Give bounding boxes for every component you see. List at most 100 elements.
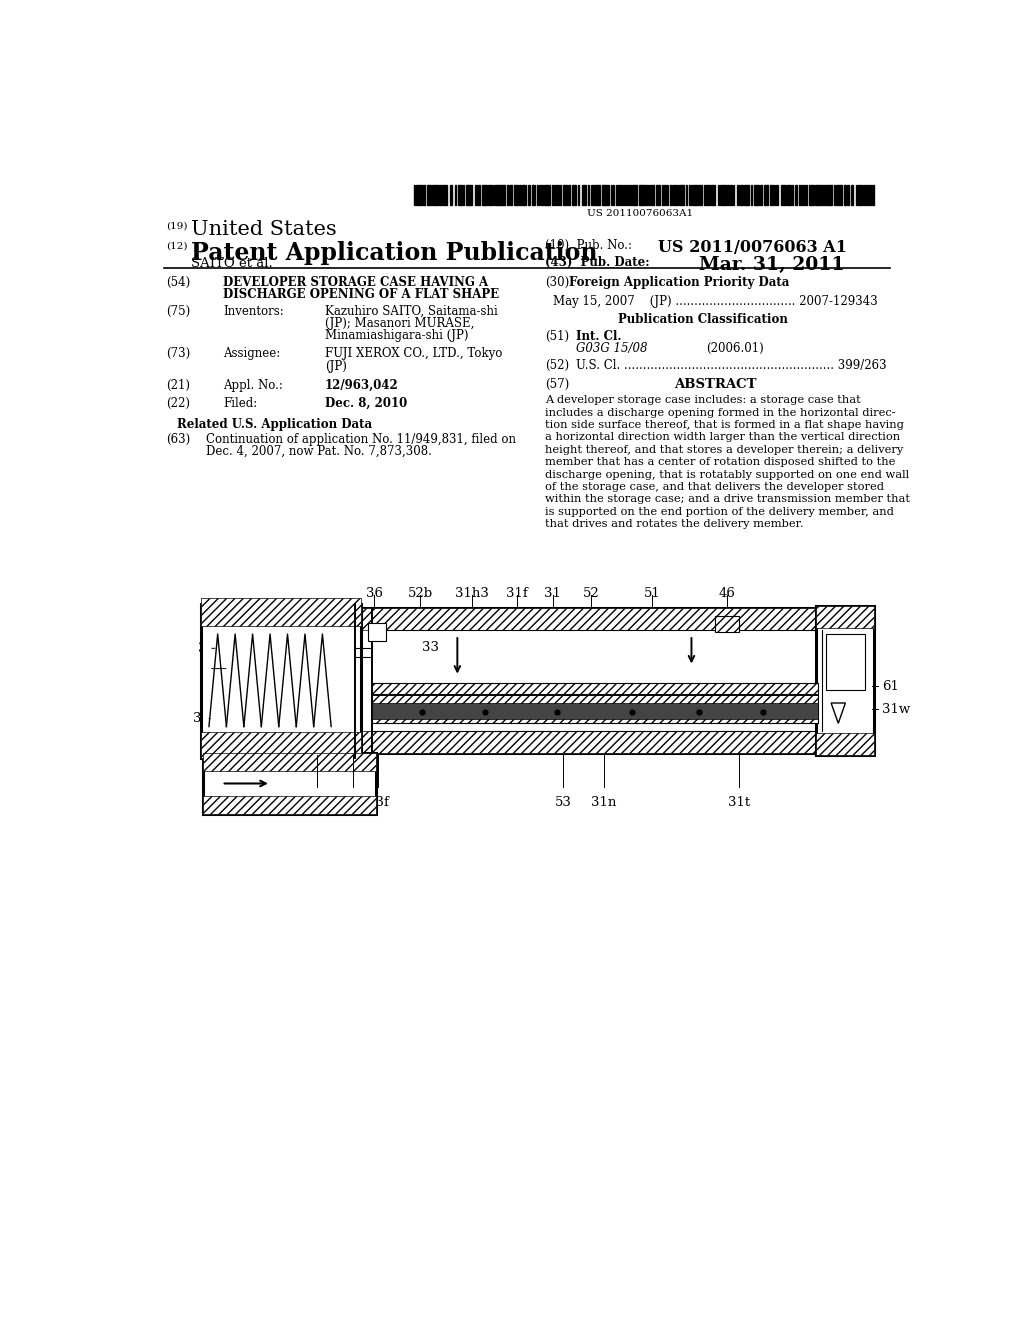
Bar — [204, 796, 377, 814]
Text: SAITO et al.: SAITO et al. — [191, 257, 273, 271]
Text: Minamiashigara-shi (JP): Minamiashigara-shi (JP) — [325, 329, 468, 342]
Text: (22): (22) — [166, 397, 190, 411]
Bar — [773, 185, 774, 205]
Text: 31w: 31w — [882, 704, 910, 717]
Bar — [740, 185, 742, 205]
Bar — [761, 185, 762, 205]
Text: (75): (75) — [166, 305, 190, 318]
Bar — [582, 185, 586, 205]
Text: (JP); Masanori MURASE,: (JP); Masanori MURASE, — [325, 317, 474, 330]
Text: a horizontal direction width larger than the vertical direction: a horizontal direction width larger than… — [545, 433, 900, 442]
Bar — [542, 185, 543, 205]
Text: 31h3: 31h3 — [455, 587, 488, 601]
Text: Patent Application Publication: Patent Application Publication — [191, 240, 598, 265]
Bar — [627, 185, 629, 205]
Bar — [223, 607, 870, 752]
Text: 36: 36 — [366, 587, 383, 601]
Bar — [597, 185, 600, 205]
Bar — [718, 185, 719, 205]
Bar — [727, 185, 729, 205]
Bar — [373, 682, 818, 723]
Text: 31n: 31n — [592, 796, 616, 809]
Bar — [787, 185, 792, 205]
Bar — [514, 185, 518, 205]
Bar — [835, 185, 836, 205]
Bar — [721, 185, 726, 205]
Text: US 2011/0076063 A1: US 2011/0076063 A1 — [658, 239, 847, 256]
Text: (54): (54) — [166, 276, 190, 289]
Bar — [507, 185, 509, 205]
Bar — [705, 185, 710, 205]
Text: of the storage case, and that delivers the developer stored: of the storage case, and that delivers t… — [545, 482, 884, 492]
Text: discharge opening, that is rotatably supported on one end wall: discharge opening, that is rotatably sup… — [545, 470, 908, 479]
Bar — [802, 185, 804, 205]
Text: May 15, 2007    (JP) ................................ 2007-129343: May 15, 2007 (JP) ......................… — [553, 294, 878, 308]
Bar — [775, 185, 776, 205]
Bar — [455, 185, 456, 205]
Text: DISCHARGE OPENING OF A FLAT SHAPE: DISCHARGE OPENING OF A FLAT SHAPE — [223, 289, 500, 301]
Bar — [770, 185, 772, 205]
Bar — [504, 185, 506, 205]
Bar — [624, 185, 626, 205]
Bar — [414, 185, 415, 205]
Text: 31t: 31t — [728, 796, 751, 809]
Bar — [685, 185, 687, 205]
Bar — [481, 185, 487, 205]
Text: that drives and rotates the delivery member.: that drives and rotates the delivery mem… — [545, 519, 803, 529]
Text: 33d: 33d — [340, 796, 366, 809]
Text: (43)  Pub. Date:: (43) Pub. Date: — [545, 256, 649, 269]
Bar — [671, 185, 673, 205]
Bar — [632, 185, 638, 205]
Bar — [825, 634, 865, 690]
Bar — [793, 185, 794, 205]
Text: Mar. 31, 2011: Mar. 31, 2011 — [699, 256, 845, 275]
Text: (21): (21) — [166, 379, 190, 392]
Bar — [699, 185, 701, 205]
Bar — [641, 185, 647, 205]
Bar — [639, 185, 641, 205]
Text: A developer storage case includes: a storage case that: A developer storage case includes: a sto… — [545, 395, 860, 405]
Bar — [201, 605, 361, 759]
Bar — [780, 185, 786, 205]
Bar — [466, 185, 468, 205]
Text: Publication Classification: Publication Classification — [618, 313, 788, 326]
Bar — [662, 185, 663, 205]
Bar — [510, 185, 512, 205]
Bar — [736, 185, 739, 205]
Text: Kazuhiro SAITO, Saitama-shi: Kazuhiro SAITO, Saitama-shi — [325, 305, 498, 318]
Text: (51): (51) — [545, 330, 568, 343]
Text: Continuation of application No. 11/949,831, filed on: Continuation of application No. 11/949,8… — [206, 433, 516, 446]
Text: Filed:: Filed: — [223, 397, 257, 411]
Bar — [677, 185, 678, 205]
Bar — [478, 185, 480, 205]
Bar — [692, 185, 697, 205]
Bar — [463, 185, 464, 205]
Text: (63): (63) — [166, 433, 190, 446]
Text: 31: 31 — [544, 587, 561, 601]
Bar — [594, 185, 597, 205]
Text: Inventors:: Inventors: — [223, 305, 284, 318]
Bar — [822, 185, 824, 205]
Bar — [751, 185, 753, 205]
Bar — [369, 623, 386, 642]
Text: 12/963,042: 12/963,042 — [325, 379, 398, 392]
Bar — [795, 185, 797, 205]
Bar — [715, 616, 739, 632]
Bar — [730, 185, 732, 205]
Bar — [754, 185, 760, 205]
Text: (52): (52) — [545, 359, 568, 372]
Bar — [532, 185, 535, 205]
Bar — [826, 185, 831, 205]
Bar — [777, 185, 778, 205]
Text: DEVELOPER STORAGE CASE HAVING A: DEVELOPER STORAGE CASE HAVING A — [223, 276, 488, 289]
Bar — [468, 185, 472, 205]
Text: FUJI XEROX CO., LTD., Tokyo: FUJI XEROX CO., LTD., Tokyo — [325, 347, 502, 360]
Bar — [805, 185, 807, 205]
Bar — [538, 185, 539, 205]
Bar — [488, 185, 493, 205]
Bar — [665, 185, 666, 205]
Text: is supported on the end portion of the delivery member, and: is supported on the end portion of the d… — [545, 507, 894, 517]
Bar — [847, 185, 849, 205]
Bar — [521, 185, 525, 205]
Bar — [555, 185, 559, 205]
